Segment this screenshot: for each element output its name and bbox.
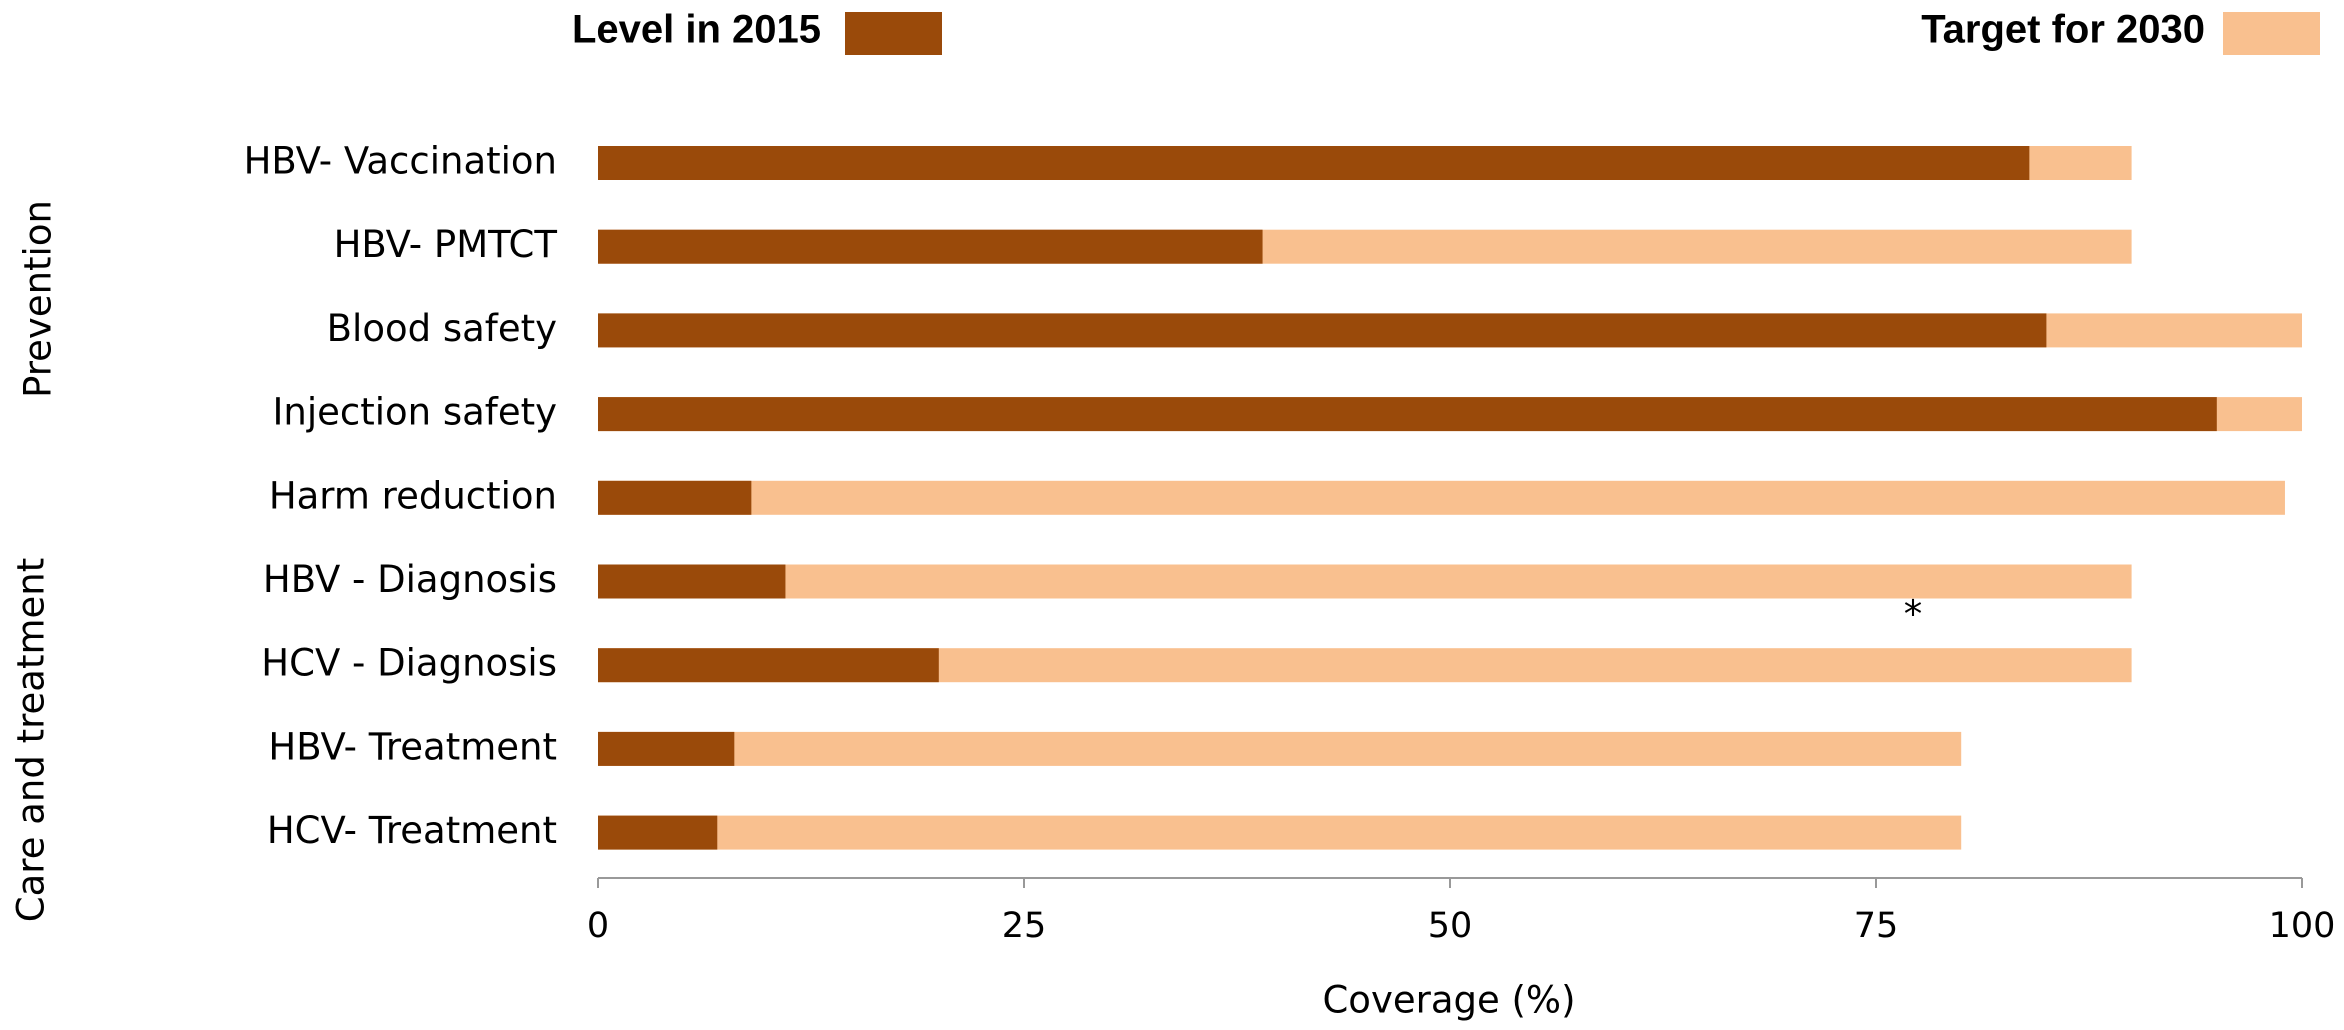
y-tick-label: Blood safety	[327, 307, 557, 350]
y-tick-label: HCV- Treatment	[267, 809, 557, 852]
bar	[598, 397, 2217, 432]
y-tick-label: HBV- Vaccination	[244, 140, 557, 183]
x-tick-label: 25	[1002, 906, 1047, 946]
bar	[598, 564, 2132, 599]
group-label: Care and treatment	[10, 558, 53, 922]
x-tick-label: 75	[1854, 906, 1899, 946]
bar	[598, 480, 2285, 515]
x-tick-label: 0	[587, 906, 609, 946]
group-label: Prevention	[17, 200, 60, 398]
bar	[598, 731, 735, 766]
y-tick-label: HBV- Treatment	[268, 725, 557, 768]
legend-label: Level in 2015	[572, 8, 821, 52]
annotation: *	[1904, 593, 1923, 636]
bar	[598, 815, 1962, 850]
legend-swatch	[845, 12, 942, 55]
y-tick-label: HBV - Diagnosis	[263, 558, 557, 601]
y-tick-label: HBV- PMTCT	[334, 223, 558, 266]
bar	[598, 313, 2047, 348]
x-axis-title: Coverage (%)	[1322, 979, 1575, 1022]
y-tick-label: Harm reduction	[269, 474, 557, 517]
y-tick-label: HCV - Diagnosis	[261, 642, 557, 685]
bar	[598, 480, 752, 515]
bar	[598, 229, 1263, 264]
legend-label: Target for 2030	[1921, 8, 2205, 52]
bar	[598, 146, 2030, 180]
bar	[598, 564, 786, 599]
y-tick-label: Injection safety	[272, 391, 557, 434]
bar	[598, 648, 939, 683]
legend-swatch	[2223, 12, 2320, 55]
bar	[598, 731, 1962, 766]
x-tick-label: 100	[2269, 906, 2336, 946]
x-tick-label: 50	[1428, 906, 1473, 946]
bar	[598, 815, 718, 850]
